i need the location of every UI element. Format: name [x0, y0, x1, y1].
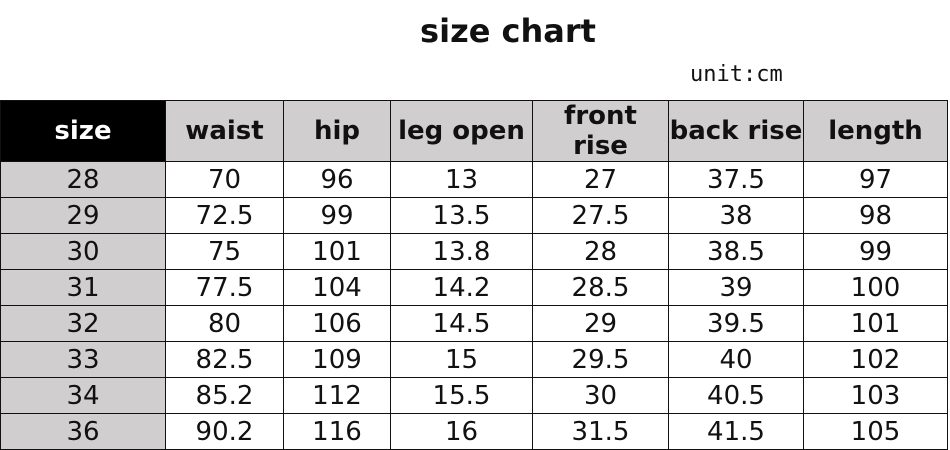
- table-cell: 14.5: [390, 305, 533, 342]
- table-cell: 40.5: [668, 377, 804, 414]
- table-cell: 27.5: [532, 197, 669, 234]
- size-cell: 34: [0, 377, 166, 414]
- table-row: 28 70 96 13 27 37.5 97: [0, 161, 948, 198]
- table-cell: 99: [283, 197, 391, 234]
- table-cell: 27: [532, 161, 669, 198]
- table-cell: 14.2: [390, 269, 533, 306]
- table-cell: 75: [165, 233, 284, 270]
- table-row: 30 75 101 13.8 28 38.5 99: [0, 233, 948, 270]
- table-row: 32 80 106 14.5 29 39.5 101: [0, 305, 948, 342]
- table-cell: 97: [803, 161, 948, 198]
- size-chart-table: size waist hip leg open front rise back rise l…: [0, 100, 948, 450]
- table-cell: 90.2: [165, 413, 284, 450]
- table-cell: 13.8: [390, 233, 533, 270]
- size-cell: 32: [0, 305, 166, 342]
- table-cell: 105: [803, 413, 948, 450]
- size-cell: 36: [0, 413, 166, 450]
- table-cell: 28: [532, 233, 669, 270]
- table-cell: 15: [390, 341, 533, 378]
- table-cell: 29.5: [532, 341, 669, 378]
- table-cell: 106: [283, 305, 391, 342]
- column-header: length: [803, 100, 948, 162]
- page-title: size chart: [420, 12, 596, 50]
- table-cell: 85.2: [165, 377, 284, 414]
- table-cell: 77.5: [165, 269, 284, 306]
- table-cell: 98: [803, 197, 948, 234]
- column-header: size: [0, 100, 166, 162]
- table-cell: 101: [803, 305, 948, 342]
- table-cell: 38: [668, 197, 804, 234]
- table-cell: 70: [165, 161, 284, 198]
- column-header: waist: [165, 100, 284, 162]
- unit-label: unit:cm: [690, 62, 783, 87]
- size-cell: 33: [0, 341, 166, 378]
- header-row: size waist hip leg open front rise back rise l…: [0, 100, 948, 162]
- table-row: 29 72.5 99 13.5 27.5 38 98: [0, 197, 948, 234]
- table-cell: 99: [803, 233, 948, 270]
- table-cell: 39: [668, 269, 804, 306]
- table-row: 31 77.5 104 14.2 28.5 39 100: [0, 269, 948, 306]
- size-cell: 31: [0, 269, 166, 306]
- table-cell: 13: [390, 161, 533, 198]
- table-cell: 39.5: [668, 305, 804, 342]
- column-header: hip: [283, 100, 391, 162]
- table-cell: 41.5: [668, 413, 804, 450]
- table-cell: 37.5: [668, 161, 804, 198]
- table-cell: 38.5: [668, 233, 804, 270]
- table-cell: 31.5: [532, 413, 669, 450]
- table-cell: 29: [532, 305, 669, 342]
- table-cell: 112: [283, 377, 391, 414]
- column-header: front rise: [532, 100, 669, 162]
- table-row: 36 90.2 116 16 31.5 41.5 105: [0, 413, 948, 450]
- table-row: 34 85.2 112 15.5 30 40.5 103: [0, 377, 948, 414]
- table-cell: 116: [283, 413, 391, 450]
- table-cell: 13.5: [390, 197, 533, 234]
- table-cell: 96: [283, 161, 391, 198]
- table-cell: 103: [803, 377, 948, 414]
- table-cell: 101: [283, 233, 391, 270]
- table-cell: 15.5: [390, 377, 533, 414]
- table-cell: 40: [668, 341, 804, 378]
- table-cell: 82.5: [165, 341, 284, 378]
- table-cell: 109: [283, 341, 391, 378]
- table-cell: 72.5: [165, 197, 284, 234]
- size-cell: 29: [0, 197, 166, 234]
- table-cell: 16: [390, 413, 533, 450]
- table-row: 33 82.5 109 15 29.5 40 102: [0, 341, 948, 378]
- table-cell: 100: [803, 269, 948, 306]
- table-cell: 80: [165, 305, 284, 342]
- table-cell: 102: [803, 341, 948, 378]
- column-header: back rise: [668, 100, 804, 162]
- size-cell: 28: [0, 161, 166, 198]
- size-cell: 30: [0, 233, 166, 270]
- table-cell: 28.5: [532, 269, 669, 306]
- table-cell: 30: [532, 377, 669, 414]
- table-cell: 104: [283, 269, 391, 306]
- column-header: leg open: [390, 100, 533, 162]
